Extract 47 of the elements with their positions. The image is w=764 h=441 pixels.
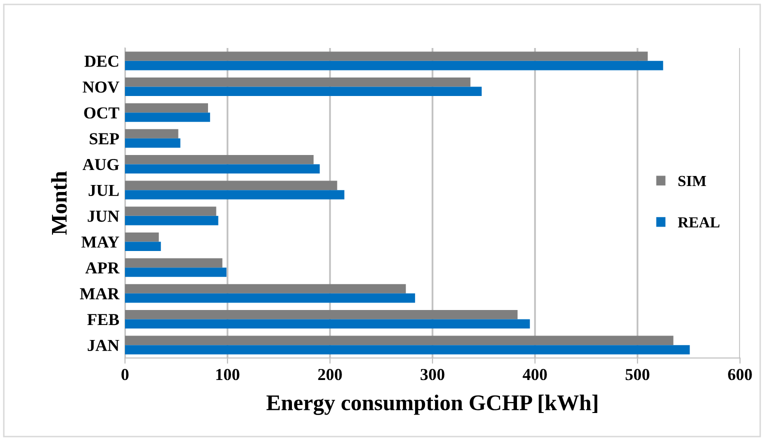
x-axis-title: Energy consumption GCHP [kWh]	[266, 394, 598, 415]
bar	[125, 310, 518, 320]
bar	[125, 345, 690, 354]
y-tick-label: AUG	[82, 158, 119, 170]
x-tick-label: 200	[318, 368, 342, 380]
bar	[125, 86, 482, 96]
y-tick-label: DEC	[84, 56, 118, 67]
y-tick-label: APR	[85, 262, 120, 274]
bar	[125, 216, 218, 226]
legend-label: REAL	[678, 217, 720, 228]
y-tick-label: SEP	[90, 133, 119, 144]
x-tick-label: 600	[728, 368, 752, 380]
bar	[125, 336, 674, 346]
x-tick-label: 100	[216, 368, 240, 380]
bar	[125, 103, 208, 113]
y-tick-label: JAN	[88, 340, 120, 352]
bar	[125, 206, 216, 216]
bar	[125, 232, 159, 242]
bar	[125, 138, 180, 148]
x-tick-label: 400	[522, 368, 547, 380]
y-tick-label: MAY	[81, 236, 120, 248]
y-tick-label: OCT	[84, 107, 120, 119]
y-tick-label: FEB	[87, 314, 119, 326]
y-tick-label: NOV	[82, 81, 120, 93]
bar	[125, 112, 210, 122]
bar	[125, 77, 470, 87]
y-tick-label: JUL	[88, 184, 119, 196]
bar	[125, 319, 530, 329]
bar	[125, 180, 338, 190]
legend-label: SIM	[678, 176, 706, 186]
bar	[125, 52, 648, 61]
x-tick-label: 0	[121, 368, 129, 380]
bar	[125, 242, 161, 252]
bar	[125, 284, 406, 294]
bar	[125, 129, 178, 138]
bar	[125, 154, 314, 164]
bar	[125, 164, 320, 174]
y-axis-title: Month	[51, 171, 67, 235]
bar	[125, 258, 222, 268]
x-tick-label: 300	[420, 368, 444, 380]
bar	[125, 60, 664, 70]
x-tick-label: 500	[626, 368, 650, 380]
bar	[125, 293, 416, 303]
bar	[125, 268, 226, 277]
y-tick-label: MAR	[80, 288, 120, 300]
y-tick-label: JUN	[88, 210, 120, 222]
bar	[125, 190, 344, 200]
